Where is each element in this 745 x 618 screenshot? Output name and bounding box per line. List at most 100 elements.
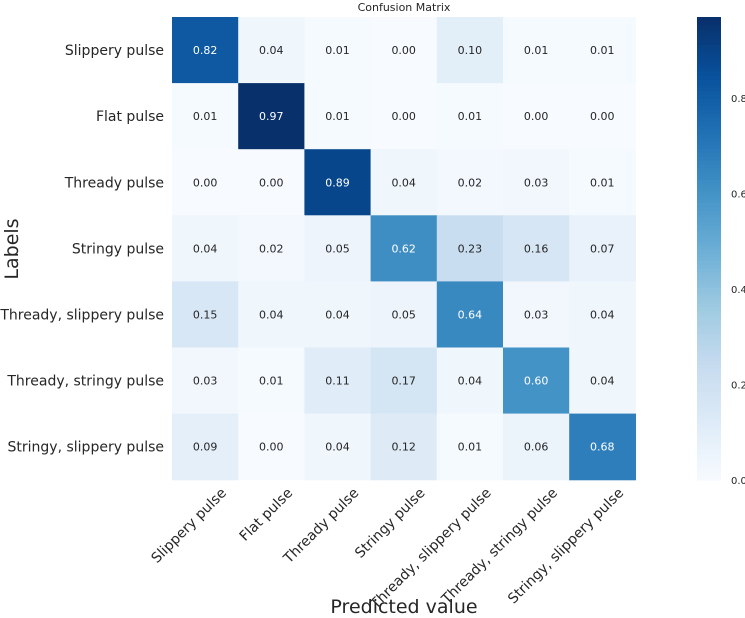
cell-value-label: 0.01 bbox=[524, 44, 549, 57]
colorbar-segment bbox=[697, 429, 721, 435]
cell-value-label: 0.04 bbox=[259, 44, 284, 57]
heatmap-cell bbox=[436, 281, 504, 349]
colorbar-segment bbox=[697, 449, 721, 454]
colorbar-segment bbox=[697, 78, 721, 84]
heatmap-cell bbox=[436, 413, 504, 481]
heatmap-cell bbox=[503, 215, 570, 282]
cell-value-label: 0.01 bbox=[458, 110, 483, 123]
heatmap-cell bbox=[304, 149, 372, 216]
colorbar-segment bbox=[697, 44, 721, 49]
colorbar-segment bbox=[697, 152, 721, 157]
colorbar-segment bbox=[697, 310, 721, 315]
heatmap-cell bbox=[172, 413, 239, 481]
colorbar-segment bbox=[697, 186, 721, 192]
cell-value-label: 0.17 bbox=[391, 375, 416, 388]
colorbar-segment bbox=[697, 256, 721, 261]
heatmap-cell bbox=[370, 83, 438, 150]
heatmap-cell bbox=[569, 83, 636, 150]
colorbar-segment bbox=[697, 113, 721, 119]
colorbar-segment bbox=[697, 229, 721, 234]
colorbar-segment bbox=[697, 206, 721, 211]
colorbar-segment bbox=[697, 337, 721, 342]
colorbar-segment bbox=[697, 86, 721, 92]
heatmap-cell bbox=[503, 281, 570, 349]
cell-value-label: 0.01 bbox=[325, 44, 350, 57]
colorbar-segment bbox=[697, 182, 721, 188]
colorbar-segment bbox=[697, 395, 721, 400]
colorbar-segment bbox=[697, 445, 721, 450]
cell-value-label: 0.01 bbox=[325, 110, 350, 123]
colorbar-segment bbox=[697, 109, 721, 115]
chart-title: Confusion Matrix bbox=[357, 1, 451, 14]
heatmap-cell bbox=[436, 215, 504, 282]
cell-value-label: 0.89 bbox=[325, 176, 350, 189]
colorbar-segment bbox=[697, 171, 721, 176]
heatmap-cell bbox=[304, 215, 372, 282]
heatmap-cell bbox=[238, 347, 305, 415]
cell-value-label: 0.04 bbox=[193, 242, 218, 255]
colorbar-segment bbox=[697, 17, 721, 22]
colorbar-segment bbox=[697, 74, 721, 80]
colorbar-segment bbox=[697, 360, 721, 366]
colorbar-segment bbox=[697, 132, 721, 138]
colorbar-segment bbox=[697, 47, 721, 53]
cell-value-label: 0.01 bbox=[590, 176, 615, 189]
heatmap-cell bbox=[304, 17, 372, 84]
y-axis-label: Labels bbox=[1, 218, 23, 280]
colorbar-segment bbox=[697, 248, 721, 254]
x-axis-label: Predicted value bbox=[330, 596, 478, 618]
colorbar-segment bbox=[697, 375, 721, 381]
heatmap-cell bbox=[172, 83, 239, 150]
heatmap-cell bbox=[172, 215, 239, 282]
cell-value-label: 0.02 bbox=[458, 176, 483, 189]
colorbar-segment bbox=[697, 36, 721, 41]
colorbar-segment bbox=[697, 221, 721, 227]
colorbar-segment bbox=[697, 82, 721, 88]
cell-value-label: 0.16 bbox=[524, 242, 549, 255]
colorbar-segment bbox=[697, 402, 721, 408]
heatmap-cell bbox=[304, 83, 372, 150]
colorbar-segment bbox=[697, 391, 721, 396]
colorbar-segment bbox=[697, 344, 721, 350]
colorbar-tick-label: 0.0 bbox=[731, 476, 745, 487]
colorbar-segment bbox=[697, 452, 721, 458]
colorbar-segment bbox=[697, 128, 721, 134]
cell-value-label: 0.03 bbox=[193, 375, 218, 388]
colorbar-segment bbox=[697, 121, 721, 126]
heatmap-cell bbox=[304, 347, 372, 415]
cell-value-label: 0.11 bbox=[325, 375, 350, 388]
colorbar-segment bbox=[697, 202, 721, 207]
colorbar-segment bbox=[697, 244, 721, 250]
colorbar-segment bbox=[697, 267, 721, 273]
colorbar-segment bbox=[697, 283, 721, 288]
colorbar-segment bbox=[697, 233, 721, 238]
cell-value-label: 0.23 bbox=[458, 242, 483, 255]
cell-value-label: 0.15 bbox=[193, 308, 218, 321]
heatmap-cell bbox=[370, 149, 438, 216]
cell-value-label: 0.00 bbox=[524, 110, 549, 123]
colorbar-segment bbox=[697, 306, 721, 312]
colorbar-segment bbox=[697, 302, 721, 308]
colorbar-segment bbox=[697, 236, 721, 242]
cell-value-label: 0.62 bbox=[391, 242, 416, 255]
heatmap-cell bbox=[569, 17, 636, 84]
colorbar-segment bbox=[697, 414, 721, 420]
cell-value-label: 0.07 bbox=[590, 242, 615, 255]
cell-value-label: 0.04 bbox=[590, 375, 615, 388]
heatmap-cell bbox=[569, 281, 636, 349]
colorbar-segment bbox=[697, 167, 721, 173]
heatmap-cell bbox=[503, 347, 570, 415]
cell-value-label: 0.04 bbox=[391, 176, 416, 189]
cell-value-label: 0.06 bbox=[524, 441, 549, 454]
heatmap-cell bbox=[238, 83, 305, 150]
heatmap-cell bbox=[238, 215, 305, 282]
colorbar-segment bbox=[697, 341, 721, 346]
colorbar-segment bbox=[697, 410, 721, 416]
cell-value-label: 0.09 bbox=[193, 441, 218, 454]
colorbar-segment bbox=[697, 325, 721, 331]
colorbar-segment bbox=[697, 398, 721, 404]
colorbar-segment bbox=[697, 433, 721, 439]
colorbar-segment bbox=[697, 117, 721, 122]
colorbar-tick-label: 0.6 bbox=[731, 190, 745, 201]
colorbar-segment bbox=[697, 368, 721, 373]
